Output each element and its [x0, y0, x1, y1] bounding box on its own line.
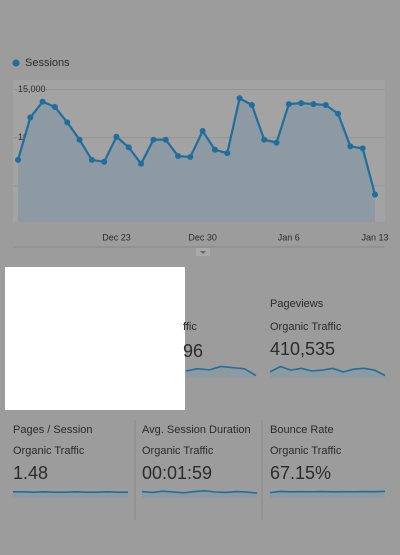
card-value: 410,535	[270, 339, 335, 359]
point	[138, 161, 144, 167]
point	[126, 144, 132, 150]
x-tick-label: Jan 13	[361, 232, 388, 242]
point	[310, 101, 316, 107]
point	[298, 100, 304, 106]
point	[175, 153, 181, 159]
point	[40, 99, 46, 105]
point	[261, 137, 267, 143]
card-value: 96	[183, 341, 203, 361]
point	[286, 101, 292, 107]
point	[249, 102, 255, 108]
point	[200, 128, 206, 134]
point	[323, 102, 329, 108]
point	[372, 192, 378, 198]
point	[360, 145, 366, 151]
card-subtitle: Organic Traffic	[270, 445, 342, 457]
card-subtitle: ffic	[183, 321, 197, 333]
card-subtitle: Organic Traffic	[270, 321, 342, 333]
point	[212, 147, 218, 153]
legend-swatch	[13, 60, 20, 67]
point	[113, 134, 119, 140]
x-tick-label: Jan 6	[278, 232, 300, 242]
point	[347, 143, 353, 149]
card-value: 67.15%	[270, 463, 331, 483]
point	[64, 119, 70, 125]
point	[335, 111, 341, 117]
point	[237, 95, 243, 101]
card-value: 00:01:59	[142, 463, 212, 483]
x-tick-label: Dec 30	[188, 232, 217, 242]
point	[52, 104, 58, 110]
card-title: Avg. Session Duration	[142, 424, 251, 436]
point	[163, 137, 169, 143]
point	[224, 150, 230, 156]
point	[150, 137, 156, 143]
point	[89, 157, 95, 163]
point	[15, 157, 21, 163]
card-subtitle: Organic Traffic	[13, 445, 85, 457]
card-title: Pageviews	[270, 298, 324, 310]
point	[101, 159, 107, 165]
highlight-card	[5, 267, 185, 410]
point	[187, 154, 193, 160]
card-subtitle: Organic Traffic	[142, 445, 214, 457]
point	[27, 115, 33, 121]
card-title: Bounce Rate	[270, 424, 334, 436]
y-tick-label: 15,000	[18, 84, 46, 94]
point	[274, 140, 280, 146]
legend-label: Sessions	[25, 57, 70, 69]
card-value: 1.48	[13, 463, 48, 483]
x-tick-label: Dec 23	[102, 232, 131, 242]
point	[77, 137, 83, 143]
card-title: Pages / Session	[13, 424, 93, 436]
